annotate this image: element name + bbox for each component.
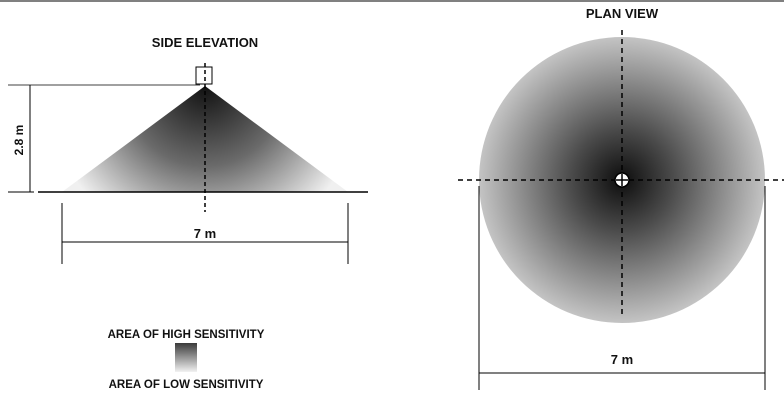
plan-width-label: 7 m — [611, 352, 633, 367]
legend-low-label: AREA OF LOW SENSITIVITY — [109, 379, 264, 391]
sensor-icon — [195, 66, 213, 85]
plan-view-title: PLAN VIEW — [586, 6, 659, 21]
height-label: 2.8 m — [12, 125, 26, 156]
legend-high-label: AREA OF HIGH SENSITIVITY — [108, 329, 265, 341]
side-width-label: 7 m — [194, 226, 216, 241]
side-elevation-title: SIDE ELEVATION — [152, 35, 258, 50]
side-detection-cone — [62, 86, 348, 192]
plan-sensor-icon — [614, 172, 630, 188]
legend-gradient-swatch — [175, 343, 197, 372]
